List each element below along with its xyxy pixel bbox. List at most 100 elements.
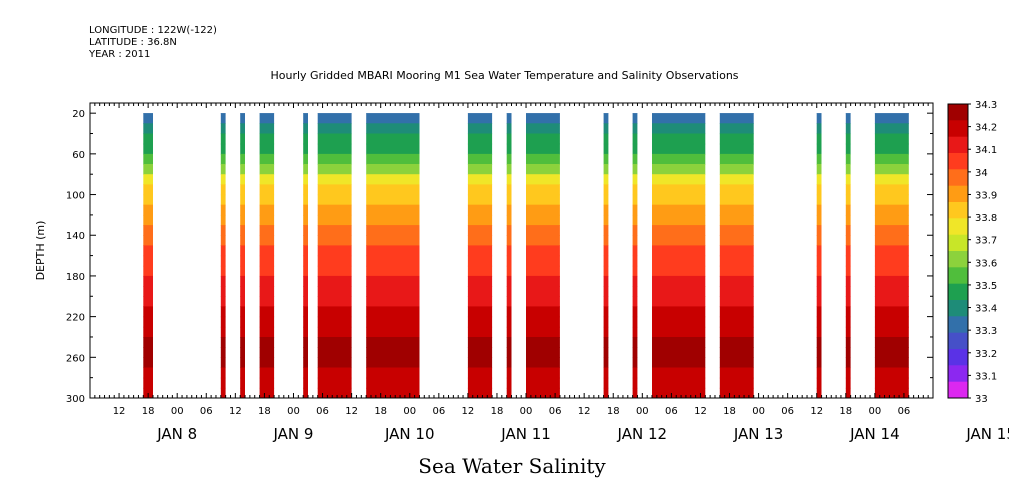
- heatmap-cell: [259, 377, 275, 389]
- heatmap-cell: [719, 225, 754, 236]
- colorbar-swatch: [948, 202, 968, 219]
- heatmap-cell: [603, 245, 609, 257]
- heatmap-cell: [632, 194, 638, 206]
- colorbar-label: 33.4: [975, 304, 997, 315]
- heatmap-cell: [366, 306, 420, 318]
- heatmap-cell: [603, 377, 609, 389]
- heatmap-cell: [816, 214, 822, 226]
- heatmap-cell: [143, 184, 153, 196]
- heatmap-cell: [526, 265, 560, 277]
- day-label: JAN 10: [384, 425, 435, 443]
- heatmap-cell: [526, 235, 560, 246]
- heatmap-cell: [845, 174, 851, 185]
- heatmap-cell: [317, 387, 352, 398]
- heatmap-cell: [366, 143, 420, 155]
- heatmap-cell: [506, 143, 512, 155]
- heatmap-cell: [467, 377, 493, 389]
- heatmap-cell: [632, 275, 638, 287]
- heatmap-cell: [317, 357, 352, 369]
- heatmap-cell: [652, 286, 706, 297]
- heatmap-cell: [240, 123, 245, 135]
- heatmap-cell: [845, 204, 851, 216]
- heatmap-cell: [874, 286, 909, 297]
- heatmap-cell: [220, 143, 226, 155]
- heatmap-cell: [603, 347, 609, 358]
- heatmap-cell: [143, 357, 153, 369]
- heatmap-cell: [603, 387, 609, 398]
- heatmap-cell: [240, 133, 245, 145]
- heatmap-cell: [603, 133, 609, 145]
- heatmap-cell: [317, 286, 352, 297]
- heatmap-cell: [240, 245, 245, 257]
- heatmap-cell: [506, 306, 512, 318]
- heatmap-cell: [652, 235, 706, 246]
- colorbar-swatch: [948, 316, 968, 334]
- heatmap-cell: [526, 143, 560, 155]
- heatmap-cell: [317, 184, 352, 196]
- heatmap-cell: [874, 275, 909, 287]
- heatmap-cell: [719, 347, 754, 358]
- heatmap-cell: [603, 367, 609, 379]
- heatmap-cell: [259, 225, 275, 236]
- heatmap-cell: [259, 235, 275, 246]
- heatmap-cell: [317, 113, 352, 124]
- heatmap-cell: [526, 367, 560, 379]
- heatmap-cell: [366, 225, 420, 236]
- heatmap-cell: [366, 265, 420, 277]
- heatmap-cell: [816, 377, 822, 389]
- heatmap-cell: [526, 306, 560, 318]
- heatmap-cell: [259, 133, 275, 145]
- heatmap-cell: [220, 265, 226, 277]
- heatmap-cell: [467, 225, 493, 236]
- heatmap-cell: [719, 275, 754, 287]
- colorbar-swatch: [948, 251, 968, 268]
- heatmap-cell: [240, 275, 245, 287]
- heatmap-cell: [220, 255, 226, 267]
- heatmap-cell: [526, 194, 560, 206]
- heatmap-cell: [220, 245, 226, 257]
- heatmap-cell: [719, 387, 754, 398]
- heatmap-cell: [240, 286, 245, 297]
- heatmap-cell: [143, 296, 153, 308]
- heatmap-cell: [220, 214, 226, 226]
- heatmap-cell: [526, 337, 560, 348]
- heatmap-cell: [317, 316, 352, 328]
- colorbar-swatch: [948, 120, 968, 138]
- heatmap-cell: [603, 326, 609, 338]
- x-tick-label: 06: [316, 406, 329, 417]
- heatmap-cell: [259, 194, 275, 206]
- heatmap-cell: [259, 153, 275, 165]
- heatmap-cell: [303, 265, 308, 277]
- heatmap-cell: [303, 286, 308, 297]
- heatmap-cell: [259, 204, 275, 216]
- heatmap-cell: [506, 377, 512, 389]
- heatmap-cell: [240, 225, 245, 236]
- heatmap-cell: [366, 113, 420, 124]
- heatmap-cell: [845, 347, 851, 358]
- heatmap-cell: [240, 143, 245, 155]
- heatmap-cell: [366, 387, 420, 398]
- heatmap-cell: [240, 316, 245, 328]
- heatmap-cell: [652, 316, 706, 328]
- heatmap-cell: [143, 275, 153, 287]
- heatmap-cell: [816, 184, 822, 196]
- colorbar-label: 34.3: [975, 100, 997, 111]
- heatmap-cell: [845, 367, 851, 379]
- x-tick-label: 18: [258, 406, 271, 417]
- heatmap-cell: [603, 153, 609, 165]
- heatmap-cell: [303, 225, 308, 236]
- heatmap-cell: [220, 204, 226, 216]
- heatmap-cell: [874, 153, 909, 165]
- heatmap-cell: [652, 377, 706, 389]
- heatmap-cell: [506, 367, 512, 379]
- heatmap-cell: [632, 347, 638, 358]
- heatmap-cell: [845, 296, 851, 308]
- heatmap-cell: [143, 347, 153, 358]
- heatmap-cell: [719, 255, 754, 267]
- heatmap-cell: [220, 296, 226, 308]
- heatmap-cell: [317, 326, 352, 338]
- colorbar-swatch: [948, 185, 968, 203]
- heatmap-cell: [632, 286, 638, 297]
- heatmap-cell: [303, 235, 308, 246]
